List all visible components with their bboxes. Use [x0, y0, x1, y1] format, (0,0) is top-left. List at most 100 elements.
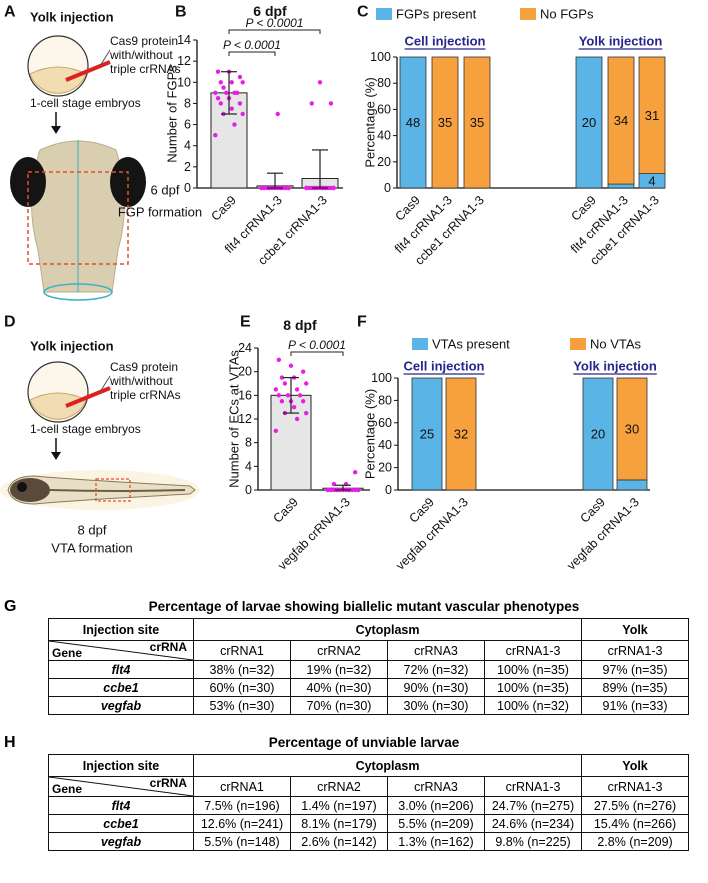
column-label: crRNA3 — [387, 640, 485, 661]
diagram-title: Yolk injection — [30, 339, 114, 354]
table-title: Percentage of larvae showing biallelic m… — [148, 599, 580, 614]
data-point — [300, 399, 306, 404]
y-tick-label: 100 — [370, 50, 391, 64]
bar-segment — [575, 56, 603, 189]
y-tick-label: 0 — [385, 483, 392, 497]
gene-label: vegfab — [48, 696, 194, 715]
data-cell: 9.8% (n=225) — [483, 832, 583, 851]
count-label: 20 — [591, 427, 605, 442]
count-label: 20 — [582, 115, 596, 130]
data-cell: 24.7% (n=275) — [483, 796, 583, 815]
annotation: P < 0.0001 — [223, 38, 281, 52]
data-point — [331, 487, 337, 493]
table-panel: H Percentage of unviable larvae Injection … — [0, 734, 708, 869]
x-tick-label: Cas9 — [577, 495, 608, 526]
yolk — [29, 392, 87, 420]
y-tick-label: 100 — [371, 371, 392, 385]
y-tick-label: 0 — [184, 181, 191, 195]
note: Cas9 protein — [110, 34, 178, 48]
data-point — [317, 80, 323, 85]
panel-label: F — [357, 314, 367, 331]
subheader-row: Gene crRNA crRNA1 crRNA2 crRNA3 crRNA1-3 crRNA… — [48, 776, 690, 797]
data-point — [218, 80, 223, 85]
needle — [65, 386, 111, 408]
legend-swatch — [412, 338, 428, 350]
data-point — [300, 369, 306, 374]
bar-segment — [638, 56, 666, 174]
data-point — [224, 90, 229, 96]
data-point — [349, 487, 355, 493]
data-cell: 90% (n=30) — [387, 678, 485, 697]
data-cell: 12.6% (n=241) — [193, 814, 291, 833]
legend-swatch — [376, 8, 392, 20]
data-point — [240, 80, 245, 85]
data-point — [213, 132, 218, 138]
y-tick-label: 8 — [184, 96, 191, 110]
arrow-head — [51, 126, 61, 134]
y-tick-label: 6 — [184, 118, 191, 132]
data-point — [273, 387, 278, 392]
y-tick-label: 16 — [238, 388, 252, 402]
data-table: Injection site Cytoplasm Yolk Gene crRNA crRN… — [48, 754, 690, 851]
data-point — [218, 101, 223, 106]
data-cell: 38% (n=32) — [193, 660, 291, 679]
y-tick-label: 12 — [177, 54, 191, 68]
column-label: crRNA1-3 — [581, 776, 690, 797]
data-cell: 2.8% (n=209) — [581, 832, 690, 851]
data-cell: 5.5% (n=209) — [387, 814, 485, 833]
significance-bracket — [228, 29, 321, 34]
bar-segment — [607, 183, 635, 189]
panel-label: E — [240, 314, 251, 331]
row-axis-label: Gene — [52, 782, 83, 796]
significance-bracket — [290, 351, 344, 356]
data-table: Injection site Cytoplasm Yolk Gene crRNA crRN… — [48, 618, 690, 715]
group-label: Cell injection — [404, 359, 485, 374]
y-tick-label: 4 — [245, 459, 252, 473]
y-tick-label: 24 — [238, 341, 252, 355]
y-tick-label: 2 — [184, 160, 191, 174]
data-point — [294, 387, 300, 392]
bar-segment — [411, 377, 443, 491]
bar-segment — [431, 56, 459, 189]
chart-title: 8 dpf — [283, 317, 317, 333]
annotation: P < 0.0001 — [246, 16, 304, 30]
y-tick-label: 0 — [245, 483, 252, 497]
data-cell: 100% (n=32) — [483, 696, 583, 715]
bar-segment — [399, 56, 427, 189]
bar-segment — [445, 377, 477, 491]
age: 8 dpf — [78, 523, 107, 538]
diagram-a: A Yolk injection Cas9 protein with/witho… — [4, 4, 202, 301]
outcome: FGP formation — [118, 205, 202, 220]
legend-swatch — [570, 338, 586, 350]
age: 6 dpf — [151, 183, 180, 198]
y-tick-label: 40 — [378, 438, 392, 452]
data-point — [232, 90, 237, 96]
count-label: 4 — [648, 173, 655, 188]
header-cell: Yolk — [581, 754, 690, 777]
data-point — [288, 363, 294, 368]
header-row: Injection site Cytoplasm Yolk — [48, 618, 690, 641]
x-tick-label: Cas9 — [270, 495, 301, 526]
y-tick-label: 12 — [238, 412, 252, 426]
y-tick-label: 60 — [377, 102, 391, 116]
y-tick-label: 20 — [238, 365, 252, 379]
count-label: 35 — [438, 115, 452, 130]
figure-panels: A Yolk injection Cas9 protein with/witho… — [0, 3, 666, 573]
column-axis-label: crRNA — [149, 776, 187, 791]
header-cell: Yolk — [581, 618, 690, 641]
data-point — [309, 101, 314, 106]
data-point — [282, 381, 288, 386]
column-axis-label: crRNA — [149, 640, 187, 655]
data-row: ccbe1 60% (n=30) 40% (n=30) 90% (n=30) 100% … — [48, 678, 690, 697]
data-cell: 1.4% (n=197) — [290, 796, 388, 815]
data-point — [352, 487, 358, 493]
legend-label: No FGPs — [540, 7, 594, 22]
data-point — [276, 393, 282, 398]
y-tick-label: 14 — [177, 33, 191, 47]
data-point — [259, 185, 264, 191]
data-point — [304, 410, 309, 416]
diagram-d: D Yolk injection Cas9 protein with/witho… — [0, 314, 200, 556]
data-point — [328, 487, 334, 493]
count-label: 31 — [645, 108, 659, 123]
data-row: ccbe1 12.6% (n=241) 8.1% (n=179) 5.5% (n=20… — [48, 814, 690, 833]
